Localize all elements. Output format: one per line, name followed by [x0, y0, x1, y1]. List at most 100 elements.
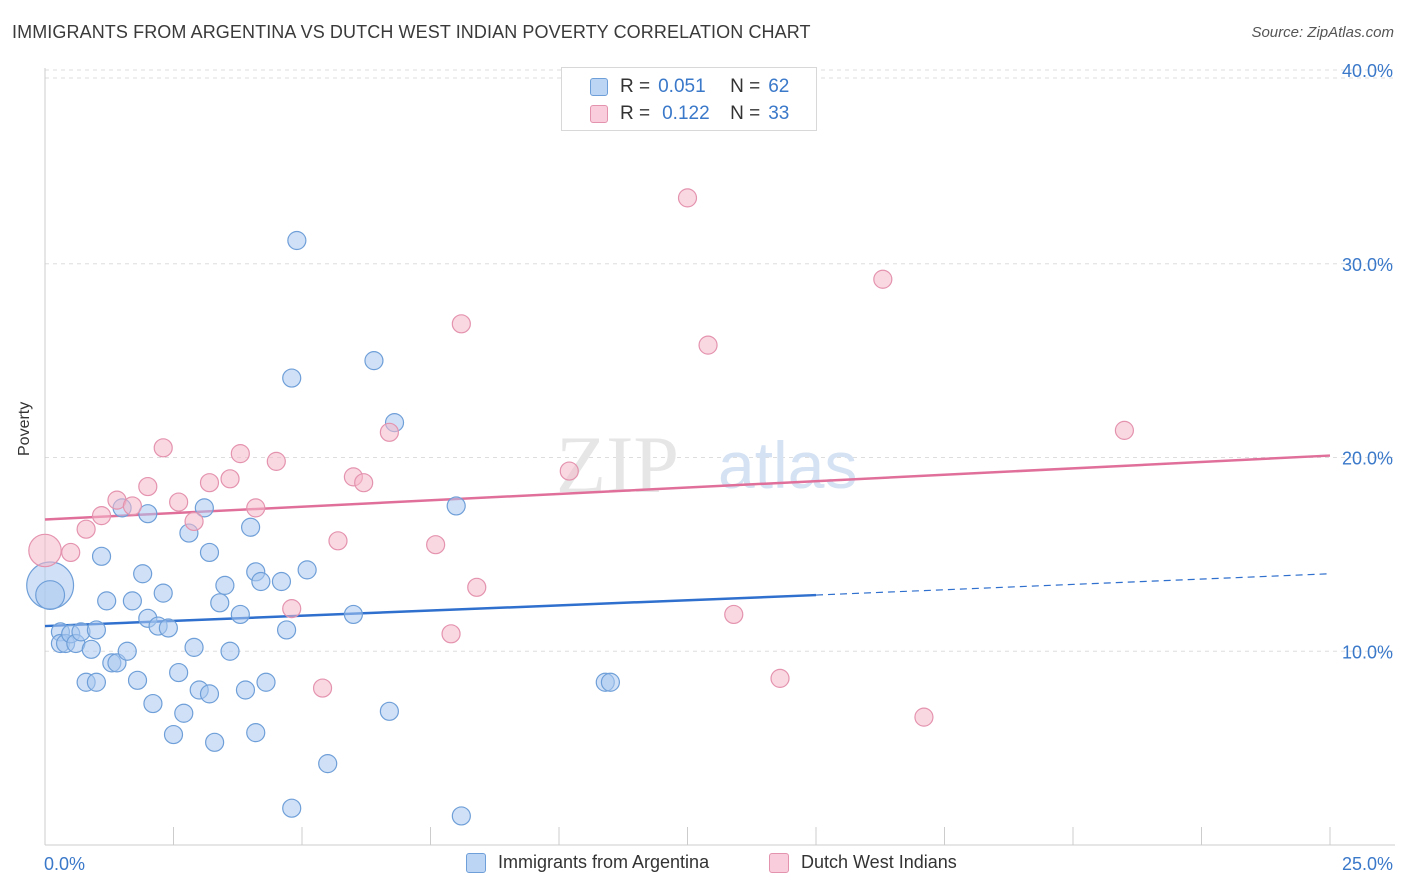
argentina-point [133, 564, 153, 584]
dutch-west-indian-point [559, 461, 579, 481]
argentina-point [220, 641, 240, 661]
argentina-point [256, 672, 276, 692]
y-axis-label: Poverty [16, 401, 33, 456]
dutch-west-indian-trendline [44, 454, 1331, 521]
dutch-west-indian-point [153, 438, 173, 458]
dutch-west-indian-point [677, 188, 698, 208]
argentina-point [364, 351, 384, 371]
argentina-point [251, 571, 271, 592]
dutch-west-indian-point [266, 451, 286, 471]
argentina-point [205, 732, 225, 752]
dutch-west-indian-point [230, 444, 250, 464]
argentina-point [343, 604, 363, 625]
watermark-zip: ZIP [556, 419, 679, 510]
dutch-west-indian-point [451, 314, 471, 334]
dutch-west-indian-point [770, 668, 790, 688]
dutch-west-indian-point [328, 531, 348, 551]
argentina-point [287, 230, 307, 251]
dutch-west-indian-point [220, 469, 240, 489]
argentina-point [158, 618, 178, 638]
dutch-west-indian-point [873, 269, 893, 289]
dutch-west-indian-point [312, 678, 333, 698]
watermark-atlas: atlas [718, 428, 857, 502]
series-name: Dutch West Indians [801, 852, 957, 872]
y-tick-label: 20.0% [1342, 449, 1393, 469]
dutch-west-indian-point [246, 498, 266, 518]
dutch-west-indian-point [724, 604, 744, 625]
legend-swatch-pink [590, 105, 608, 123]
dutch-west-indian-point [698, 335, 718, 355]
argentina-point [91, 546, 112, 566]
argentina-point [282, 368, 302, 388]
series-legend-dutch-west-indians: Dutch West Indians [769, 852, 957, 873]
legend-n-label: N = [730, 103, 761, 124]
dutch-west-indian-point [914, 707, 934, 727]
points-layer [26, 188, 1135, 826]
legend-r-label: R = [620, 103, 651, 124]
argentina-point [184, 637, 204, 657]
argentina-point [138, 504, 158, 524]
argentina-point [235, 680, 256, 700]
tick-label-layer: 10.0% 20.0% 30.0% 40.0% 0.0% 25.0% [44, 61, 1393, 874]
argentina-point [174, 703, 194, 723]
argentina-point [153, 583, 173, 603]
axis-layer [44, 68, 1395, 846]
argentina-point [163, 724, 184, 745]
argentina-trendline-extension [815, 573, 1331, 596]
dutch-west-indian-point [76, 519, 96, 539]
argentina-point [117, 641, 137, 661]
argentina-point [379, 701, 399, 721]
argentina-point [318, 754, 338, 774]
legend-swatch-pink [769, 852, 789, 873]
dutch-west-indian-point [199, 473, 220, 493]
legend-r-label: R = [620, 76, 651, 97]
dutch-west-indian-point [1114, 420, 1135, 440]
argentina-point [127, 670, 148, 690]
grid-layer [45, 69, 1395, 652]
stats-legend: R = 0.051 N = 62 R = 0.122 N = 33 [561, 67, 817, 131]
argentina-point [230, 604, 250, 625]
argentina-point [210, 593, 230, 613]
series-legend-argentina: Immigrants from Argentina [466, 852, 709, 873]
argentina-point [271, 571, 292, 592]
dutch-west-indian-point [184, 511, 204, 532]
chart-title: IMMIGRANTS FROM ARGENTINA VS DUTCH WEST … [12, 22, 811, 42]
argentina-point [143, 693, 163, 714]
argentina-point [241, 517, 261, 537]
series-name: Immigrants from Argentina [498, 852, 710, 872]
dutch-west-indian-point [138, 476, 158, 497]
x-tick-label: 0.0% [44, 854, 85, 874]
argentina-point [194, 498, 214, 518]
legend-row-dutch-west-indians: R = 0.122 N = 33 [590, 102, 789, 126]
argentina-point [169, 662, 189, 683]
legend-swatch-blue [466, 852, 486, 873]
dutch-west-indian-point [61, 542, 81, 563]
y-tick-label: 10.0% [1342, 642, 1393, 662]
legend-r-value: 0.051 [658, 76, 706, 97]
argentina-point [97, 591, 117, 611]
argentina-point [282, 798, 302, 818]
legend-r-value: 0.122 [662, 103, 710, 124]
argentina-point [276, 620, 297, 640]
legend-n-label: N = [730, 76, 761, 97]
legend-swatch-blue [590, 78, 608, 96]
legend-n-value: 33 [768, 103, 790, 124]
dutch-west-indian-point [354, 473, 374, 493]
argentina-point [86, 620, 107, 640]
dutch-west-indian-point [122, 496, 142, 516]
source-label: Source: ZipAtlas.com [1251, 24, 1394, 41]
argentina-point [446, 496, 466, 516]
argentina-point [215, 575, 235, 595]
argentina-point [35, 580, 66, 611]
argentina-point [246, 723, 266, 743]
dutch-west-indian-point [169, 492, 189, 512]
dutch-west-indian-point [441, 624, 461, 644]
argentina-point [122, 591, 142, 611]
dutch-west-indian-point [91, 506, 112, 526]
y-tick-label: 40.0% [1342, 61, 1393, 81]
argentina-point [199, 684, 220, 704]
argentina-point [297, 560, 317, 580]
dutch-west-indian-point [467, 577, 487, 597]
argentina-point [81, 639, 101, 659]
